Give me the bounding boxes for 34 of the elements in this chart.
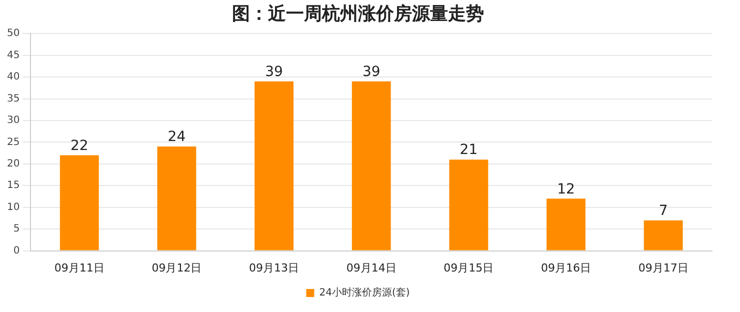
- x-tick-label: 09月17日: [638, 261, 688, 274]
- x-tick-label: 09月11日: [54, 261, 104, 274]
- y-tick-label: 5: [13, 224, 20, 235]
- y-tick-label: 40: [6, 72, 20, 83]
- y-tick-label: 10: [6, 202, 20, 213]
- data-label: 7: [658, 203, 668, 220]
- data-label: 21: [460, 142, 478, 158]
- y-tick-label: 20: [6, 158, 20, 170]
- y-tick-label: 35: [6, 93, 20, 104]
- data-label: 24: [168, 129, 186, 146]
- y-tick-label: 0: [13, 245, 20, 256]
- y-tick-label: 30: [6, 115, 20, 126]
- data-label: 39: [265, 64, 283, 80]
- x-tick-label: 09月16日: [541, 261, 592, 274]
- bar: [352, 81, 391, 250]
- bar: [546, 198, 586, 250]
- data-label: 22: [70, 138, 88, 154]
- bar: [157, 146, 196, 250]
- bar: [644, 220, 683, 250]
- x-tick-label: 09月15日: [444, 261, 494, 274]
- y-tick-label: 50: [6, 28, 20, 40]
- x-tick-label: 09月14日: [346, 261, 396, 274]
- data-label: 12: [557, 181, 575, 198]
- legend-label: 24小时涨价房源(套): [319, 286, 410, 299]
- bar: [254, 81, 294, 250]
- x-tick-label: 09月13日: [249, 261, 300, 274]
- y-tick-label: 45: [6, 50, 20, 61]
- y-tick-label: 25: [6, 136, 20, 148]
- x-tick-label: 09月12日: [152, 261, 202, 274]
- chart-title: 图：近一周杭州涨价房源量走势: [232, 3, 484, 24]
- data-label: 39: [362, 64, 380, 80]
- y-tick-label: 15: [6, 180, 20, 192]
- bar: [60, 155, 99, 250]
- bar: [449, 160, 488, 250]
